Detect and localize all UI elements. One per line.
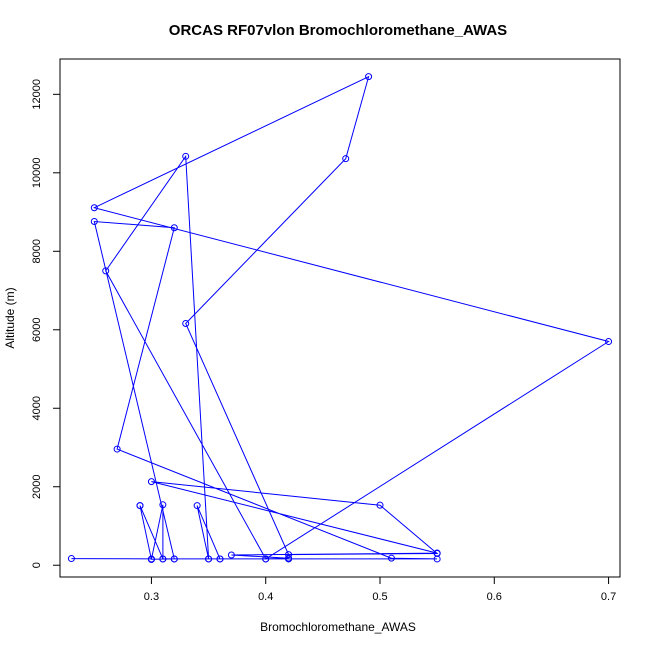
y-tick-label: 2000 xyxy=(31,475,43,499)
series-line xyxy=(71,75,610,560)
data-point xyxy=(365,73,373,81)
data-point xyxy=(262,555,270,563)
data-point xyxy=(159,501,167,509)
data-point xyxy=(193,502,201,510)
x-tick-label: 0.5 xyxy=(372,591,387,603)
y-tick-label: 8000 xyxy=(31,239,43,263)
data-point xyxy=(216,555,224,563)
data-point xyxy=(147,478,155,486)
y-tick-label: 4000 xyxy=(31,396,43,420)
x-tick-label: 0.7 xyxy=(601,591,616,603)
y-axis: 0 2000 4000 6000 8000 10000 12000 xyxy=(31,79,61,568)
x-tick-label: 0.3 xyxy=(144,591,159,603)
series-layer xyxy=(67,73,613,563)
data-point xyxy=(170,555,178,563)
data-point xyxy=(227,551,235,559)
x-axis: 0.3 0.4 0.5 0.6 0.7 xyxy=(144,576,616,603)
x-tick-label: 0.4 xyxy=(258,591,273,603)
data-point xyxy=(170,224,178,232)
x-axis-label: Bromochloromethane_AWAS xyxy=(260,620,416,634)
data-point xyxy=(285,551,293,559)
data-point xyxy=(147,555,155,563)
y-tick-label: 6000 xyxy=(31,318,43,342)
data-point xyxy=(387,554,395,562)
data-point xyxy=(182,152,190,160)
data-point xyxy=(102,267,110,275)
data-point xyxy=(90,204,98,212)
data-point xyxy=(159,555,167,563)
data-point xyxy=(90,217,98,225)
y-tick-label: 10000 xyxy=(31,158,43,189)
data-point xyxy=(285,554,293,562)
data-point xyxy=(376,501,384,509)
x-tick-label: 0.6 xyxy=(487,591,502,603)
data-point xyxy=(113,445,121,453)
data-point xyxy=(136,502,144,510)
chart-title: ORCAS RF07vlon Bromochloromethane_AWAS xyxy=(169,22,507,39)
y-tick-label: 12000 xyxy=(31,79,43,110)
data-point xyxy=(433,549,441,557)
data-point xyxy=(342,155,350,163)
data-point xyxy=(605,338,613,346)
y-axis-label: Altitude (m) xyxy=(3,287,17,348)
data-point xyxy=(182,319,190,327)
data-point xyxy=(67,555,75,563)
y-tick-label: 0 xyxy=(31,562,43,568)
plot-frame xyxy=(59,58,621,578)
data-point xyxy=(205,555,213,563)
